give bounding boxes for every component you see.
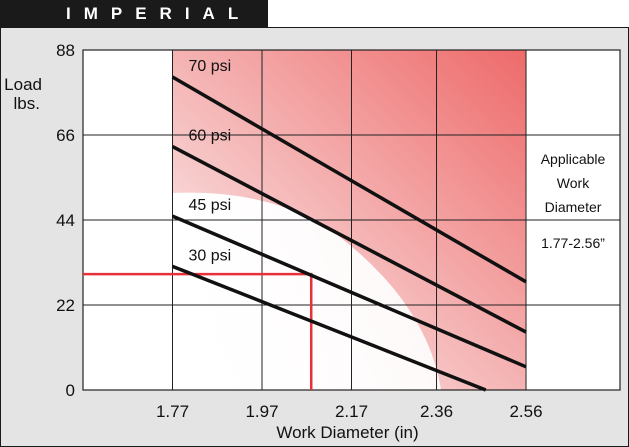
x-tick-label-2: 2.17: [335, 402, 368, 421]
y-tick-label-2: 44: [56, 211, 75, 230]
series-line-2: [171, 214, 527, 369]
series-line-1: [171, 145, 527, 334]
side-note-title-line-1: Work: [557, 175, 590, 191]
x-tick-label-4: 2.56: [509, 402, 542, 421]
series-line-0: [171, 75, 527, 284]
y-tick-label-1: 22: [56, 296, 75, 315]
shading-highlight: [172, 192, 441, 390]
side-note-range: 1.77-2.56”: [541, 235, 605, 251]
x-tick-label-3: 2.36: [420, 402, 453, 421]
grid-lines: [82, 49, 621, 391]
imperial-header-tab: IMPERIAL: [0, 0, 268, 27]
y-tick-label-3: 66: [56, 126, 75, 145]
y-tick-label-4: 88: [56, 41, 75, 60]
y-axis-title-line-0: Load: [4, 75, 42, 94]
side-note-title-line-0: Applicable: [541, 151, 606, 167]
series-line-3: [171, 264, 487, 392]
header-title: IMPERIAL: [66, 4, 252, 23]
x-axis-title: Work Diameter (in): [276, 423, 418, 442]
text-labels: 70 psi 60 psi 45 psi 30 psi Work Diameter (i…: [4, 58, 605, 442]
series-label-2: 45 psi: [189, 197, 232, 214]
series-label-1: 60 psi: [189, 128, 232, 145]
y-tick-label-0: 0: [66, 381, 75, 400]
white-band: [172, 192, 441, 390]
series-label-3: 30 psi: [189, 247, 232, 264]
x-tick-label-0: 1.77: [156, 402, 189, 421]
series-label-0: 70 psi: [189, 58, 232, 75]
plot-border: [82, 49, 621, 391]
series-lines: [83, 75, 527, 392]
y-axis-title-line-1: lbs.: [14, 94, 40, 113]
x-tick-label-1: 1.97: [245, 402, 278, 421]
side-note-title-line-2: Diameter: [545, 199, 602, 215]
axis-tick-labels: 0 22 44 66 88 1.77 1.97 2.17 2.36 2.56: [56, 41, 542, 421]
